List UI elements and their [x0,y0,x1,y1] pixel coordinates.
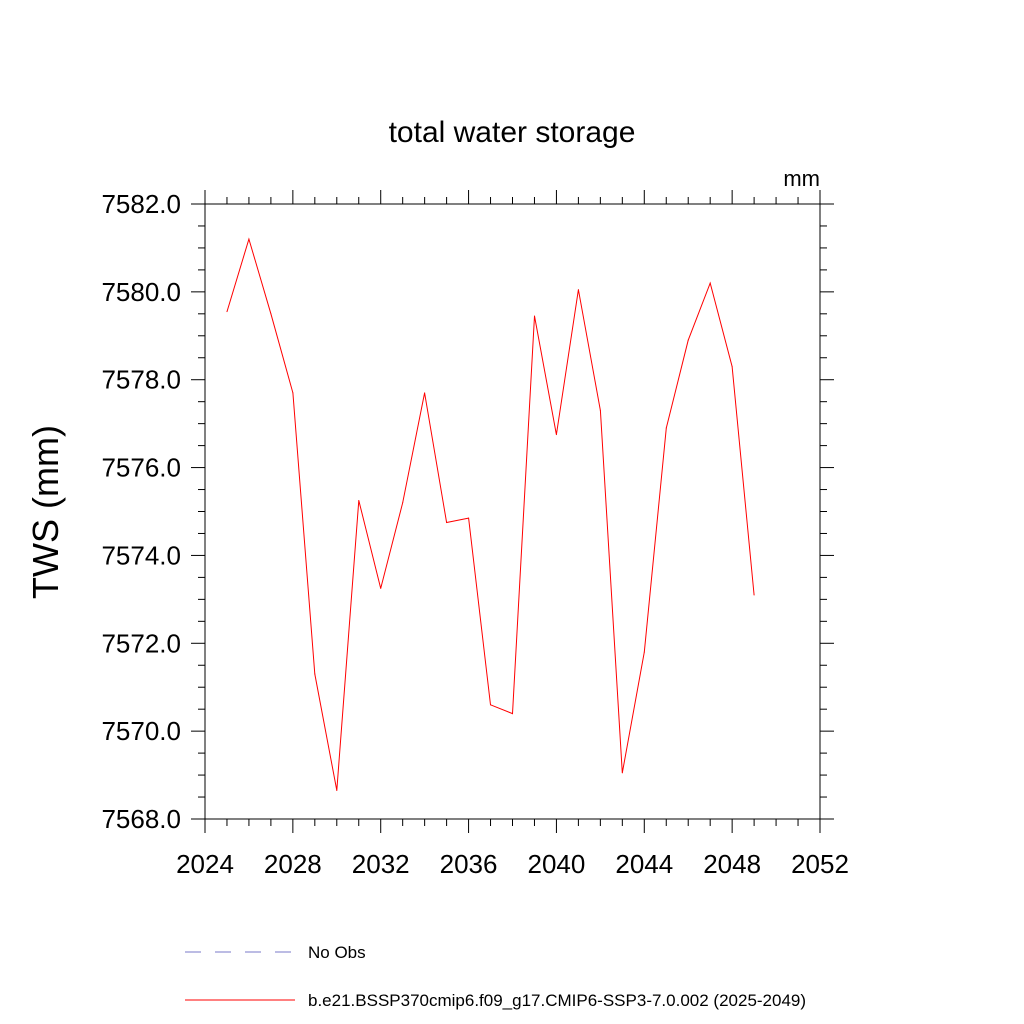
y-tick-label: 7582.0 [101,189,181,219]
x-tick-label: 2048 [703,849,761,879]
data-point [358,500,360,502]
units-label: mm [783,166,820,191]
y-tick-label: 7580.0 [101,277,181,307]
chart-title: total water storage [389,116,636,149]
x-axis: 2024 2028 2032 2036 2040 2044 2048 2052 [176,190,849,879]
data-point [687,339,689,341]
x-tick-label: 2028 [264,849,322,879]
data-point [270,313,272,315]
data-point [512,713,513,715]
data-point [731,366,733,368]
series-layer [226,237,755,791]
data-point [643,651,645,653]
legend-label-no-obs: No Obs [308,943,366,962]
data-point [248,238,250,240]
data-point [424,392,426,394]
data-point [446,521,448,523]
x-tick-label: 2040 [528,849,586,879]
plot-frame [204,203,821,820]
x-tick-label: 2044 [615,849,673,879]
x-tick-label: 2024 [176,849,234,879]
data-point [555,434,557,436]
y-tick-label: 7572.0 [101,628,181,658]
legend: No Obs b.e21.BSSP370cmip6.f09_g17.CMIP6-… [185,943,806,1010]
data-point [402,502,404,504]
x-tick-label: 2032 [352,849,410,879]
data-point [314,673,316,675]
y-axis: 7568.0 7570.0 7572.0 7574.0 7576.0 7578.0 7580… [101,189,834,834]
x-tick-label: 2052 [791,849,849,879]
data-point [599,409,601,411]
y-tick-label: 7574.0 [101,540,181,570]
y-tick-label: 7576.0 [101,453,181,483]
data-point [665,427,667,429]
data-point [490,704,492,706]
legend-label-model-run: b.e21.BSSP370cmip6.f09_g17.CMIP6-SSP3-7.… [308,991,806,1010]
data-point [753,594,755,596]
y-tick-label: 7578.0 [101,365,181,395]
y-tick-label: 7568.0 [101,804,181,834]
y-axis-label: TWS (mm) [25,425,66,599]
data-point [577,289,579,291]
series-line-model-run [226,237,755,791]
x-tick-label: 2036 [440,849,498,879]
y-tick-label: 7570.0 [101,716,181,746]
data-point [709,282,711,284]
data-point [621,772,623,774]
data-point [336,789,338,791]
data-point [533,315,535,317]
data-point [468,517,470,519]
data-point [292,392,294,394]
data-point [226,311,228,313]
data-point [380,587,382,589]
